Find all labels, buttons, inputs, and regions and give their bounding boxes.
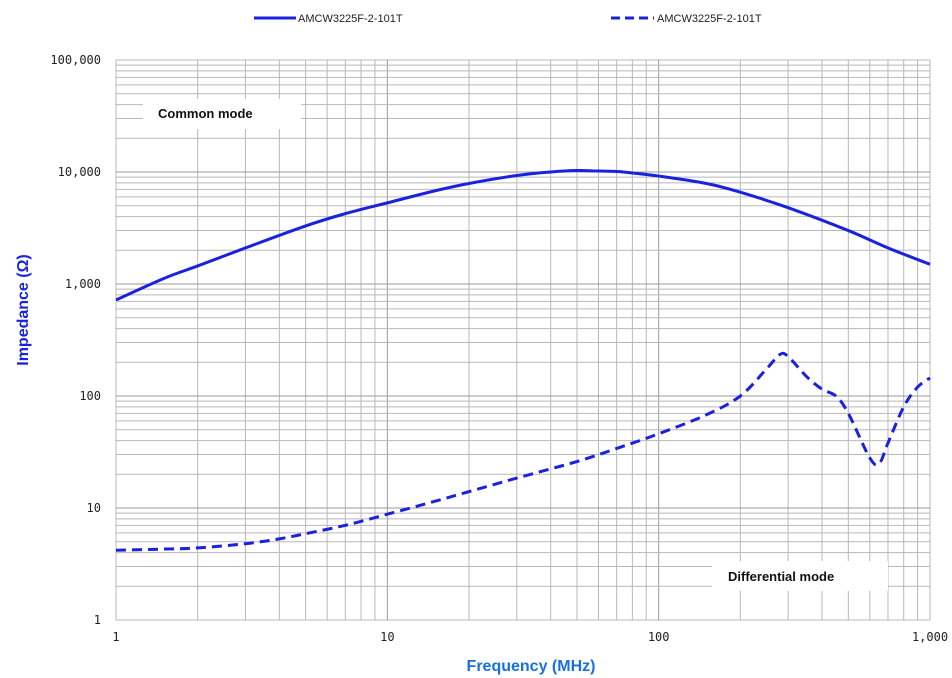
y-tick-labels: 1 10 100 1,000 10,000 100,000 [50, 53, 101, 627]
y-tick-label: 100,000 [50, 53, 101, 67]
x-tick-label: 10 [380, 630, 394, 644]
y-tick-label: 10 [87, 501, 101, 515]
x-tick-label: 100 [648, 630, 670, 644]
y-tick-label: 10,000 [58, 165, 101, 179]
y-tick-label: 1 [94, 613, 101, 627]
annotation-box [712, 561, 888, 591]
legend-label: AMCW3225F-2-101T [298, 13, 403, 25]
x-axis-title: Frequency (MHz) [467, 658, 596, 675]
annotations: Common mode Differential mode [143, 99, 888, 591]
plot-frame [115, 59, 931, 621]
y-tick-label: 1,000 [65, 277, 101, 291]
x-tick-label: 1,000 [912, 630, 948, 644]
series-line-differential [115, 351, 931, 552]
y-tick-label: 100 [79, 389, 101, 403]
legend-label: AMCW3225F-2-101T [657, 13, 762, 25]
annotation-common-mode: Common mode [158, 106, 253, 121]
grid [115, 59, 931, 621]
x-tick-labels: 1 10 100 1,000 [112, 630, 948, 644]
x-tick-label: 1 [112, 630, 119, 644]
y-axis-title: Impedance (Ω) [15, 254, 32, 366]
annotation-box [143, 99, 301, 129]
series-layer [115, 169, 931, 552]
annotation-differential-mode: Differential mode [728, 569, 834, 584]
series-line-common [115, 169, 931, 302]
legend: AMCW3225F-2-101T AMCW3225F-2-101T [254, 13, 762, 25]
